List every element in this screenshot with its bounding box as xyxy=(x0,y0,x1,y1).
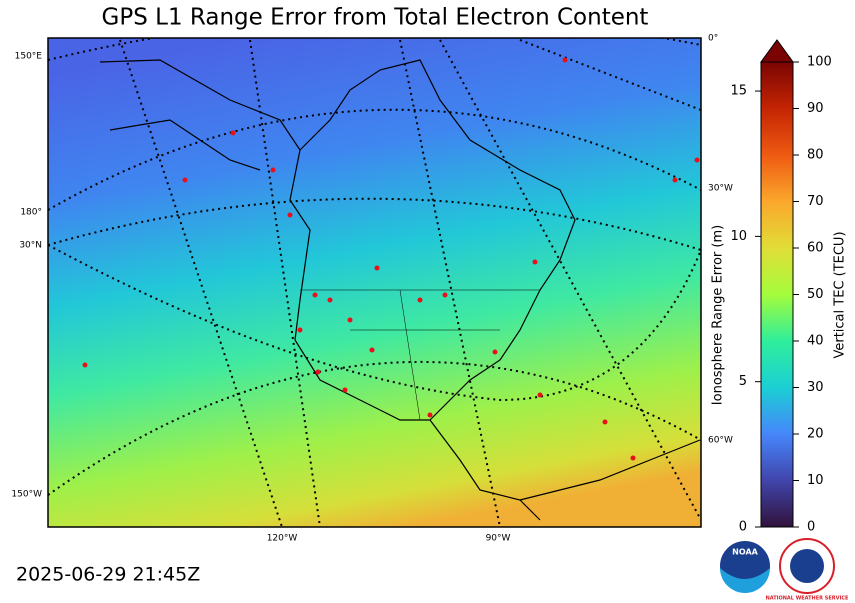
right-tick-label: 60 xyxy=(807,241,824,256)
right-tick-label: 30 xyxy=(807,380,824,395)
left-axis-label: Ionosphere Range Error (m) xyxy=(711,225,726,405)
graticule-label: 120°W xyxy=(267,534,298,544)
colorbar: Ionosphere Range Error (m) Vertical TEC … xyxy=(711,39,848,535)
right-axis-label: Vertical TEC (TECU) xyxy=(833,231,848,358)
graticule-label: 60°W xyxy=(708,436,733,446)
graticule-label: 90°W xyxy=(486,534,511,544)
nws-logo: NATIONAL WEATHER SERVICE xyxy=(766,538,849,602)
map xyxy=(48,38,701,527)
map-frame xyxy=(47,37,702,528)
right-tick-label: 40 xyxy=(807,334,824,349)
left-tick-label: 0 xyxy=(739,520,747,535)
right-tick-label: 50 xyxy=(807,287,824,302)
colorbar-body xyxy=(760,61,794,528)
graticule-label: 30°W xyxy=(708,184,733,194)
noaa-logo: NOAA xyxy=(720,541,770,593)
graticule-label: 30°N xyxy=(19,241,42,251)
left-tick-label: 10 xyxy=(730,229,747,244)
graticule-label: 180° xyxy=(20,208,42,218)
graticule-label: 150°E xyxy=(15,52,43,62)
right-tick-label: 80 xyxy=(807,148,824,163)
right-tick-label: 70 xyxy=(807,194,824,209)
noaa-text: NOAA xyxy=(732,548,758,557)
graticule-label: 0° xyxy=(708,34,718,44)
colorbar-extend xyxy=(760,39,794,63)
timestamp: 2025-06-29 21:45Z xyxy=(16,564,200,586)
nws-text: NATIONAL WEATHER SERVICE xyxy=(766,596,849,602)
right-tick-label: 90 xyxy=(807,101,824,116)
title: GPS L1 Range Error from Total Electron C… xyxy=(102,5,649,31)
right-tick-label: 10 xyxy=(807,473,824,488)
left-tick-label: 15 xyxy=(730,84,747,99)
right-tick-label: 0 xyxy=(807,520,815,535)
right-tick-label: 20 xyxy=(807,427,824,442)
right-tick-label: 100 xyxy=(807,55,832,70)
graticule-label: 150°W xyxy=(11,490,42,500)
left-tick-label: 5 xyxy=(739,374,747,389)
graticule-labels: 150°E 180° 30°N 150°W 0° 30°W 60°W 120°W… xyxy=(11,34,733,544)
